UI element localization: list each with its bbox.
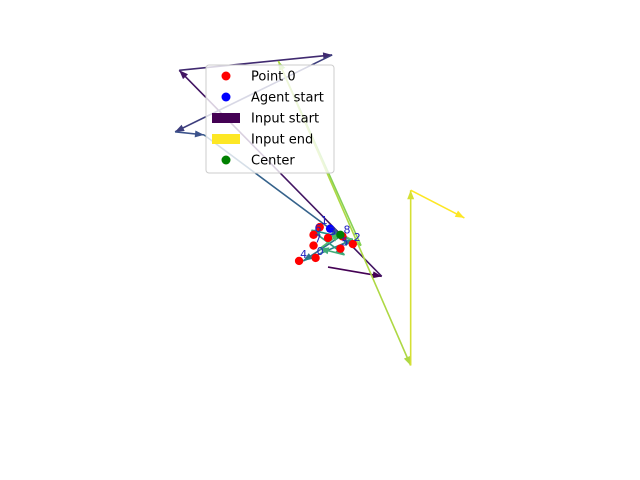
legend-label: Input end (251, 133, 313, 148)
point-label: 8 (343, 223, 350, 236)
point-marker (323, 233, 333, 243)
legend-label: Agent start (251, 91, 324, 106)
point-label: 4 (300, 248, 307, 261)
legend-label: Point 0 (251, 70, 296, 85)
input-path-arrowhead (403, 355, 411, 366)
point-label: 1 (321, 214, 328, 227)
point-marker (309, 241, 318, 250)
legend-marker (221, 92, 231, 102)
input-path-arrowhead (303, 253, 313, 261)
input-path-arrowhead (319, 247, 330, 255)
input-path-segment (179, 54, 333, 72)
legend: Point 0 Agent start Input start Input end Ce… (205, 64, 335, 174)
agent-start-marker (325, 224, 335, 233)
point-marker (348, 239, 357, 249)
points-layer (294, 222, 357, 266)
input-path-segment (410, 189, 465, 219)
input-path-segment (327, 266, 382, 278)
input-path-arrowhead (372, 271, 382, 279)
point-labels-layer: 0 1 2 3 4 5 67 8 (300, 214, 361, 261)
input-path-arrowhead (194, 130, 204, 138)
input-path-arrowhead (407, 190, 415, 200)
point-label: 6 (315, 222, 322, 235)
legend-marker (221, 155, 231, 165)
point-marker (309, 230, 318, 240)
legend-label: Input start (251, 112, 319, 127)
point-marker (311, 253, 320, 263)
point-label: 2 (354, 231, 361, 244)
point-marker (294, 256, 304, 266)
legend-swatch (212, 134, 240, 144)
point-marker (336, 244, 345, 253)
legend-label: Center (251, 154, 295, 169)
point-label: 0 (317, 245, 324, 258)
input-path-arrowhead (175, 124, 185, 132)
point-marker (315, 222, 324, 232)
legend-marker (221, 71, 231, 81)
point-label: 7 (315, 233, 322, 246)
legend-frame (205, 64, 335, 174)
point-label: 5 (341, 236, 348, 249)
input-path-arrowhead (179, 70, 189, 80)
center-marker (336, 230, 345, 240)
legend-swatch (212, 113, 240, 123)
input-path-arrowhead (454, 210, 465, 218)
input-path-layer (174, 52, 465, 366)
point-label: 3 (329, 225, 336, 238)
